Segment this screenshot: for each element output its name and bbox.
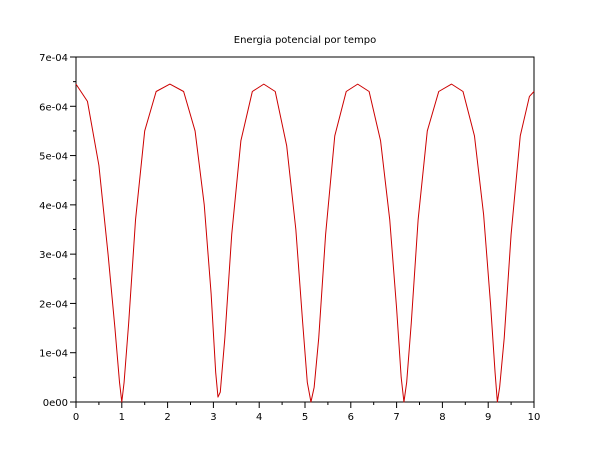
chart-title: Energia potencial por tempo xyxy=(234,35,376,46)
y-tick-label: 1e-04 xyxy=(39,349,68,360)
y-tick-label: 3e-04 xyxy=(39,250,68,261)
x-tick-label: 10 xyxy=(528,412,541,423)
y-tick-label: 6e-04 xyxy=(39,102,68,113)
x-tick-label: 5 xyxy=(302,412,308,423)
series-line xyxy=(75,83,535,403)
x-tick-label: 2 xyxy=(164,412,170,423)
x-tick-label: 8 xyxy=(439,412,445,423)
y-tick-label: 0e00 xyxy=(43,398,68,409)
x-axis: 0 1 2 3 4 5 6 7 8 9 10 xyxy=(73,402,541,423)
y-tick-label: 7e-04 xyxy=(39,53,68,64)
x-tick-label: 4 xyxy=(256,412,262,423)
y-axis: 0e00 1e-04 2e-04 3e-04 4e-04 5e-04 6e-04 7e-04 xyxy=(39,53,76,409)
x-tick-label: 6 xyxy=(348,412,354,423)
y-tick-label: 2e-04 xyxy=(39,299,68,310)
y-tick-label: 4e-04 xyxy=(39,201,68,212)
x-tick-label: 0 xyxy=(73,412,79,423)
y-tick-label: 5e-04 xyxy=(39,152,68,163)
x-tick-label: 9 xyxy=(485,412,491,423)
plot-lines xyxy=(75,83,535,403)
x-tick-label: 1 xyxy=(119,412,125,423)
x-tick-label: 3 xyxy=(210,412,216,423)
x-tick-label: 7 xyxy=(393,412,399,423)
